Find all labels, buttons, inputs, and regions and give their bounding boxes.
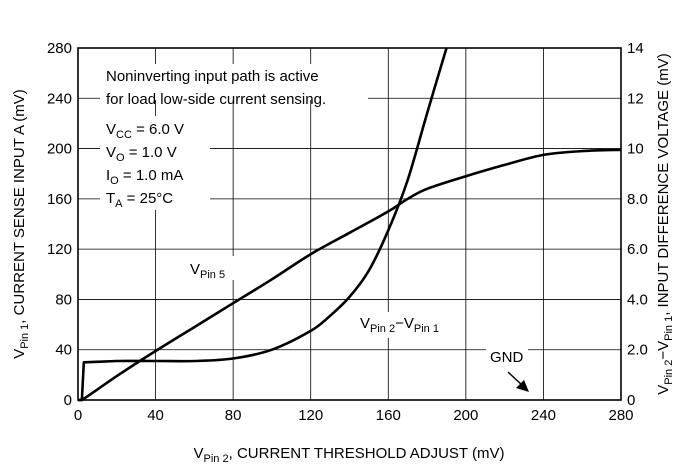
x-tick-label: 120	[298, 407, 323, 424]
x-tick-label: 240	[531, 407, 556, 424]
y-left-tick-label: 80	[55, 291, 72, 308]
note-background	[100, 64, 368, 100]
y-left-tick-label: 280	[47, 40, 72, 57]
gnd-arrow-head	[516, 380, 529, 392]
y-right-tick-label: 14	[627, 40, 644, 57]
x-tick-label: 0	[74, 407, 82, 424]
series-label-diff: VPin 2−VPin 1	[360, 315, 439, 335]
y-right-tick-label: 6.0	[627, 241, 648, 258]
y-left-tick-label: 200	[47, 141, 72, 158]
y-left-tick-label: 160	[47, 191, 72, 208]
condition-vo: VO = 1.0 V	[106, 144, 177, 164]
series-label-vpin5: VPin 5	[190, 261, 225, 281]
y-left-tick-label: 240	[47, 90, 72, 107]
ticks: 0 40 80 120 160 200 240 28004080120160200240280…	[47, 40, 648, 424]
grid	[78, 48, 621, 400]
condition-io: IO = 1.0 mA	[106, 167, 183, 187]
label-diff-background	[356, 312, 462, 338]
gnd-label: GND	[490, 349, 524, 366]
plot-frame	[77, 47, 622, 401]
label-vpin5-background	[186, 256, 244, 280]
y-right-tick-label: 8.0	[627, 191, 648, 208]
y-right-tick-label: 4.0	[627, 291, 648, 308]
condition-vcc: VCC = 6.0 V	[106, 121, 184, 141]
y-right-tick-label: 2.0	[627, 342, 648, 359]
note-line-2: for load low-side current sensing.	[106, 91, 326, 108]
series-group	[78, 47, 622, 402]
y-axis-title-right: VPin 2−VPin 1, INPUT DIFFERENCE VOLTAGE …	[655, 53, 675, 394]
note-line-1: Noninverting input path is active	[106, 68, 319, 85]
x-tick-label: 80	[225, 407, 242, 424]
gnd-label-background	[486, 346, 528, 366]
series-line-vpin5	[78, 148, 622, 402]
conditions-background	[100, 116, 210, 210]
x-tick-label: 280	[608, 407, 633, 424]
x-tick-label: 40	[147, 407, 164, 424]
y-left-tick-label: 0	[64, 392, 72, 409]
x-tick-label: 200	[453, 407, 478, 424]
x-tick-label: 160	[376, 407, 401, 424]
x-axis-title: VPin 2, CURRENT THRESHOLD ADJUST (mV)	[194, 445, 505, 465]
y-right-tick-label: 10	[627, 141, 644, 158]
y-right-tick-label: 12	[627, 90, 644, 107]
y-left-tick-label: 40	[55, 342, 72, 359]
y-right-tick-label: 0	[627, 392, 635, 409]
y-axis-title-left: VPin 1, CURRENT SENSE INPUT A (mV)	[11, 89, 31, 359]
y-left-tick-label: 120	[47, 241, 72, 258]
series-line-vpin2-minus-vpin1	[78, 47, 448, 402]
condition-ta: TA = 25°C	[106, 190, 173, 210]
